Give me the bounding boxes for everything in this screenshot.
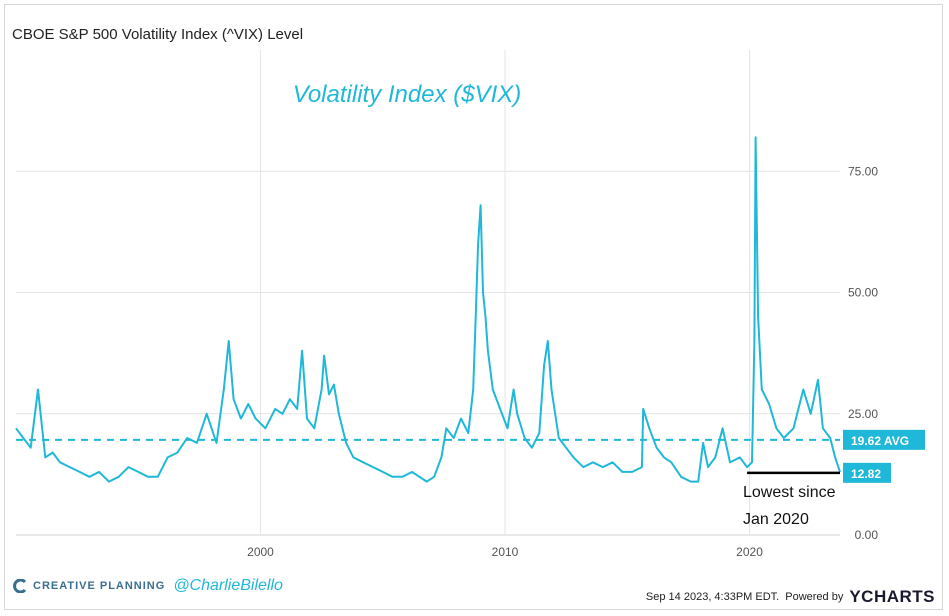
y-tick-label: 25.00 xyxy=(848,407,878,421)
x-tick-label: 2000 xyxy=(247,545,274,559)
y-tick-label: 50.00 xyxy=(848,286,878,300)
footer-brand: CREATIVE PLANNING @CharlieBilello xyxy=(13,575,283,597)
y-tick-label: 75.00 xyxy=(848,164,878,178)
powered-by: Powered by xyxy=(785,591,844,603)
chart-frame xyxy=(4,4,943,610)
vix-series-line xyxy=(15,136,841,483)
ycharts-logo[interactable]: YCHARTS xyxy=(849,587,935,606)
creative-planning-logo-icon xyxy=(13,579,27,593)
labels-layer: 0.00 25.00 50.00 75.00 2000 2010 2020 19.62 AVG… xyxy=(247,164,925,559)
grid xyxy=(16,50,840,536)
series-layer xyxy=(15,136,841,483)
last-value-label: 12.82 xyxy=(851,467,881,481)
author-handle: @CharlieBilello xyxy=(173,577,283,594)
brand-name: CREATIVE PLANNING xyxy=(33,580,166,592)
footer-meta: Sep 14 2023, 4:33PM EDT. Powered by YCHA… xyxy=(646,587,935,607)
annotation-line2: Jan 2020 xyxy=(743,511,809,528)
y-tick-label: 0.00 xyxy=(855,528,879,542)
annotation-line1: Lowest since xyxy=(743,484,836,501)
chart-title: Volatility Index ($VIX) xyxy=(293,81,522,108)
x-tick-label: 2020 xyxy=(736,545,763,559)
last-value-badge xyxy=(843,462,891,483)
timestamp: Sep 14 2023, 4:33PM EDT. xyxy=(645,591,780,603)
average-badge xyxy=(843,429,925,450)
average-label: 19.62 AVG xyxy=(851,434,909,448)
page-title: CBOE S&P 500 Volatility Index (^VIX) Lev… xyxy=(12,26,304,43)
x-tick-label: 2010 xyxy=(492,545,519,559)
